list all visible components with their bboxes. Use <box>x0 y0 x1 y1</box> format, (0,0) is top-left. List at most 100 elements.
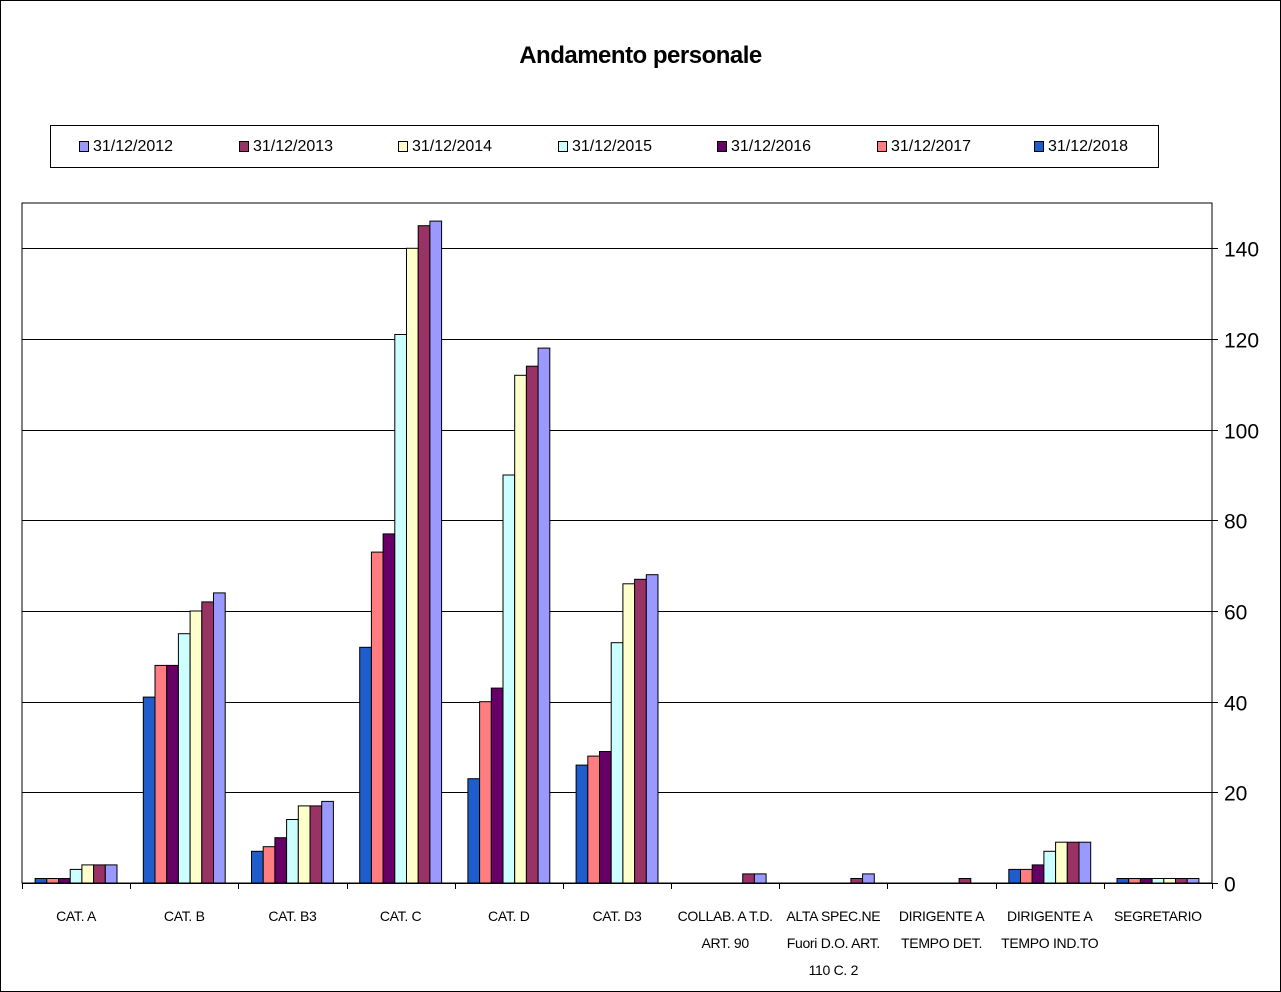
bar <box>537 347 551 884</box>
bar <box>525 365 539 884</box>
legend-item: 31/12/2018 <box>1034 126 1128 167</box>
x-tick-label: COLLAB. A T.D. ART. 90 <box>677 908 773 951</box>
y-tick-label: 40 <box>1224 693 1247 716</box>
bar <box>490 687 504 884</box>
bar <box>406 247 419 884</box>
bar <box>154 664 168 884</box>
x-tick-label: ALTA SPEC.NE Fuori D.O. ART. 110 C. 2 <box>786 908 881 978</box>
legend-swatch <box>79 141 89 152</box>
bar <box>575 764 589 884</box>
bar <box>753 873 767 884</box>
bar <box>274 837 288 884</box>
x-tick-label: CAT. B <box>163 908 205 924</box>
bar <box>467 778 481 884</box>
bar <box>1139 878 1153 884</box>
y-tick-label: 100 <box>1224 421 1259 444</box>
legend-item: 31/12/2015 <box>558 126 652 167</box>
bar <box>1078 841 1092 884</box>
legend-item: 31/12/2014 <box>398 126 492 167</box>
bar <box>1128 878 1141 884</box>
bar <box>34 878 48 884</box>
bar <box>321 800 334 884</box>
legend-swatch <box>877 141 887 152</box>
bar <box>850 878 864 884</box>
legend-label: 31/12/2018 <box>1048 137 1129 155</box>
bar <box>213 592 226 884</box>
y-tick-label: 20 <box>1224 783 1247 806</box>
bar <box>142 696 156 884</box>
legend-item: 31/12/2012 <box>79 126 173 167</box>
bar <box>1186 878 1200 884</box>
bar <box>634 578 647 884</box>
bar <box>166 664 179 884</box>
y-tick-label: 80 <box>1224 511 1247 534</box>
bar <box>742 873 755 884</box>
bar <box>394 334 407 884</box>
legend-swatch <box>1034 141 1044 152</box>
bar <box>382 533 396 884</box>
chart-title: Andamento personale <box>519 42 762 69</box>
bar <box>370 551 384 884</box>
bar <box>46 878 59 884</box>
bar <box>251 850 264 884</box>
bar <box>177 633 191 884</box>
legend-label: 31/12/2012 <box>93 137 174 155</box>
x-tick-label: SEGRETARIO <box>1114 908 1202 924</box>
legend-label: 31/12/2015 <box>572 137 653 155</box>
y-tick-label: 140 <box>1224 239 1259 262</box>
bar <box>1066 841 1080 884</box>
bar <box>104 864 118 884</box>
x-tick-label: CAT. C <box>379 908 422 924</box>
bar <box>93 864 106 884</box>
bar <box>417 225 431 884</box>
bar <box>189 610 203 884</box>
bar <box>587 755 600 884</box>
bar <box>645 574 659 884</box>
bar <box>1151 878 1165 884</box>
bar <box>1175 878 1188 884</box>
bar <box>1116 878 1130 884</box>
bar <box>81 864 95 884</box>
y-tick-label: 120 <box>1224 330 1259 353</box>
bar <box>58 878 71 884</box>
bar <box>297 805 311 884</box>
legend-swatch <box>398 141 408 152</box>
bar <box>1020 868 1033 884</box>
chart-legend: 31/12/2012 31/12/2013 31/12/2014 31/12/2015… <box>50 125 1159 168</box>
bar <box>1031 864 1045 884</box>
bar <box>514 374 527 884</box>
bar <box>610 642 624 884</box>
bar <box>201 601 215 884</box>
bar <box>958 878 972 884</box>
bar <box>622 583 636 884</box>
x-tick-label: DIRIGENTE A TEMPO DET. <box>898 908 985 951</box>
x-tick-label: DIRIGENTE A TEMPO IND.TO <box>1001 908 1099 951</box>
bar <box>862 873 875 884</box>
bar <box>1043 850 1057 884</box>
bar <box>309 805 323 884</box>
bar <box>286 819 299 884</box>
bar <box>479 701 492 884</box>
y-tick-label: 0 <box>1224 874 1236 897</box>
legend-item: 31/12/2017 <box>877 126 971 167</box>
bar <box>1163 878 1177 884</box>
legend-label: 31/12/2014 <box>412 137 493 155</box>
bar <box>429 220 443 884</box>
x-tick-label: CAT. D3 <box>592 908 642 924</box>
bar <box>1008 868 1021 884</box>
bar <box>1055 841 1068 884</box>
legend-label: 31/12/2017 <box>891 137 972 155</box>
x-tick-label: CAT. A <box>56 908 97 924</box>
bar <box>502 474 516 884</box>
x-tick-label: CAT. B3 <box>268 908 317 924</box>
bar <box>599 751 612 884</box>
y-tick-label: 60 <box>1224 602 1247 625</box>
legend-swatch <box>239 141 249 152</box>
legend-swatch <box>558 141 568 152</box>
legend-label: 31/12/2016 <box>731 137 812 155</box>
x-tick-label: CAT. D <box>488 908 530 924</box>
legend-item: 31/12/2016 <box>717 126 811 167</box>
legend-item: 31/12/2013 <box>239 126 333 167</box>
bar <box>69 868 83 884</box>
